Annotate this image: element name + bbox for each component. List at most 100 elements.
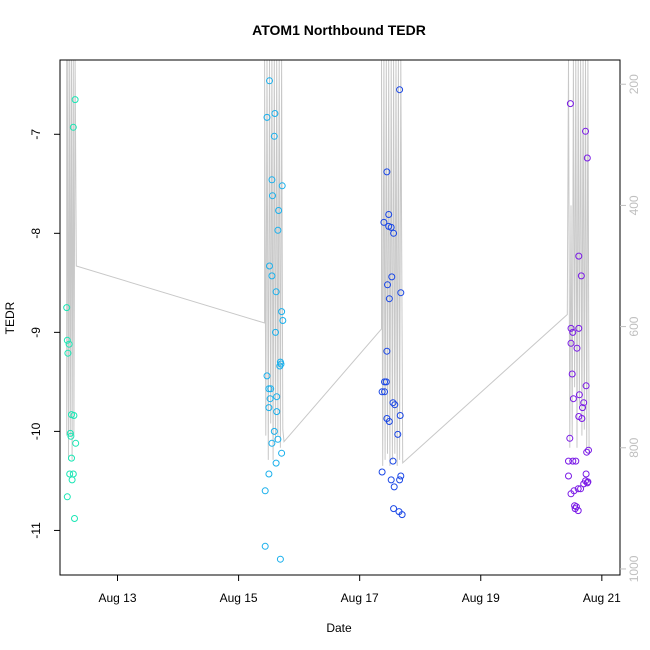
data-point-series-4 <box>583 479 591 487</box>
data-point-series-4 <box>577 485 585 493</box>
data-point-series-3 <box>378 468 386 476</box>
data-point-series-3 <box>380 218 388 226</box>
y-tick-label: -7 <box>29 129 43 140</box>
y2-tick-label: 800 <box>627 437 641 457</box>
data-point-series-2 <box>270 427 278 435</box>
data-point-series-2 <box>270 132 278 140</box>
data-point-series-4 <box>579 404 586 412</box>
x-axis: Aug 13 Aug 15 Aug 17 Aug 19 Aug 21 <box>98 575 621 605</box>
data-point-series-1 <box>71 96 79 104</box>
data-point-series-3 <box>396 412 404 419</box>
data-point-series-2 <box>261 542 269 550</box>
data-point-series-3 <box>390 229 398 237</box>
data-point-series-4 <box>573 344 581 352</box>
data-point-series-1 <box>69 123 77 131</box>
data-point-series-2 <box>278 449 286 457</box>
data-point-series-3 <box>398 511 406 519</box>
data-point-series-4 <box>582 127 589 135</box>
data-point-series-2 <box>265 470 273 478</box>
data-point-series-3 <box>394 430 402 438</box>
data-point-series-2 <box>263 372 271 380</box>
data-point-series-4 <box>577 272 585 280</box>
data-point-series-4 <box>567 324 575 332</box>
data-point-series-2 <box>265 404 273 412</box>
data-point-series-4 <box>578 415 586 422</box>
data-point-series-2 <box>261 487 269 495</box>
data-point-series-2 <box>276 555 284 563</box>
data-point-series-4 <box>568 370 576 378</box>
data-point-series-3 <box>383 347 391 355</box>
data-point-series-4 <box>569 395 577 403</box>
data-point-series-4 <box>567 490 575 498</box>
data-point-series-2 <box>268 176 276 184</box>
data-point-series-4 <box>572 503 580 511</box>
data-point-series-3 <box>391 401 399 409</box>
data-point-series-3 <box>385 211 393 218</box>
y-axis: -7 -8 -9 -10 -11 <box>29 129 60 539</box>
data-point-series-4 <box>572 457 580 465</box>
data-point-series-2 <box>266 77 273 85</box>
data-point-series-1 <box>63 336 71 344</box>
data-point-series-2 <box>278 308 286 316</box>
data-point-series-2 <box>263 113 271 121</box>
y-tick-label: -9 <box>29 327 43 338</box>
data-point-series-2 <box>277 360 285 368</box>
data-point-series-4 <box>575 391 583 399</box>
data-point-series-1 <box>63 304 71 312</box>
y-axis-label: TEDR <box>3 301 17 334</box>
data-point-series-2 <box>272 288 280 296</box>
data-point-series-2 <box>266 262 273 270</box>
x-tick-label: Aug 19 <box>462 591 500 605</box>
data-point-series-4 <box>580 480 588 488</box>
data-point-series-4 <box>566 434 574 442</box>
depth-trace-layer <box>66 59 590 466</box>
x-axis-label: Date <box>326 621 352 635</box>
data-point-series-4 <box>583 154 591 162</box>
depth-trace-line <box>66 59 590 466</box>
secondary-y-axis: 200 400 600 800 1000 <box>620 74 641 582</box>
data-point-series-1 <box>71 515 78 522</box>
data-point-series-1 <box>68 476 76 484</box>
data-point-series-1 <box>66 470 74 478</box>
data-point-series-4 <box>582 470 590 478</box>
data-point-series-4 <box>567 339 575 347</box>
data-point-series-2 <box>267 385 275 393</box>
data-point-series-3 <box>388 273 396 281</box>
data-point-series-3 <box>387 476 395 484</box>
data-point-series-2 <box>271 110 279 117</box>
data-point-series-3 <box>390 505 398 513</box>
plot-frame <box>59 59 621 576</box>
data-point-series-2 <box>274 226 282 234</box>
y-tick-label: -8 <box>29 228 43 239</box>
data-point-series-3 <box>397 289 405 297</box>
data-point-series-3 <box>385 295 393 303</box>
data-point-series-1 <box>69 470 77 478</box>
data-point-series-2 <box>268 439 276 447</box>
data-point-series-1 <box>70 412 78 419</box>
data-point-series-3 <box>389 457 397 465</box>
x-tick-label: Aug 17 <box>341 591 379 605</box>
data-point-series-3 <box>390 483 398 491</box>
x-tick-label: Aug 13 <box>98 591 136 605</box>
data-point-series-4 <box>569 328 577 336</box>
data-point-series-2 <box>279 317 287 324</box>
data-point-series-4 <box>574 507 582 515</box>
data-point-series-3 <box>397 472 405 480</box>
y2-tick-label: 600 <box>627 316 641 336</box>
data-point-series-4 <box>569 457 577 465</box>
data-point-series-3 <box>383 168 391 176</box>
data-point-series-4 <box>575 324 583 332</box>
data-point-series-4 <box>583 448 591 456</box>
data-point-series-3 <box>396 86 404 94</box>
data-point-series-1 <box>65 340 73 348</box>
y2-tick-label: 400 <box>627 195 641 215</box>
data-point-series-4 <box>566 100 574 108</box>
chart-title: ATOM1 Northbound TEDR <box>252 22 426 38</box>
data-point-series-2 <box>274 435 282 443</box>
data-point-series-4 <box>580 399 588 407</box>
data-point-series-2 <box>269 192 276 200</box>
y2-tick-label: 200 <box>627 74 641 94</box>
data-point-series-2 <box>278 182 286 190</box>
data-point-series-3 <box>389 399 397 407</box>
data-point-series-3 <box>381 388 388 396</box>
